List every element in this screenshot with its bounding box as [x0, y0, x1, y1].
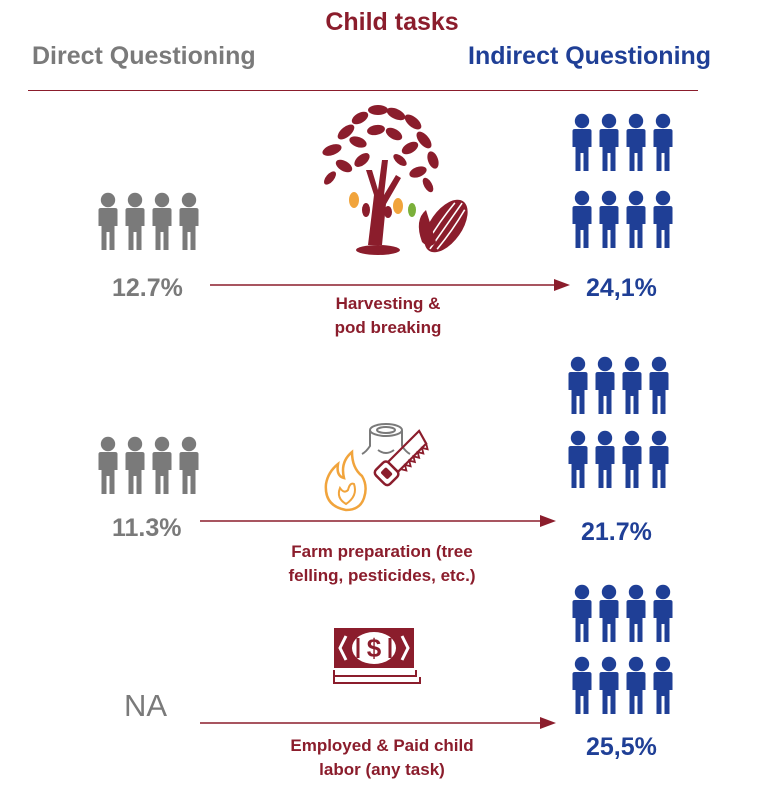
- row2-caption: Farm preparation (tree felling, pesticid…: [262, 540, 502, 588]
- people-group-icon: [571, 113, 675, 171]
- row1-indirect-value: 24,1%: [586, 274, 657, 302]
- people-group-icon: [567, 356, 671, 414]
- row2-caption-line2: felling, pesticides, etc.): [288, 566, 476, 585]
- row1-direct-value: 12.7%: [112, 274, 183, 302]
- row2-caption-line1: Farm preparation (tree: [291, 542, 473, 561]
- svg-text:$: $: [367, 633, 382, 663]
- row1-caption-line2: pod breaking: [334, 318, 442, 337]
- row2-arrow: [200, 515, 556, 527]
- diagram-title: Child tasks: [325, 8, 459, 36]
- people-group-icon: [571, 656, 675, 714]
- people-group-icon: [571, 190, 675, 248]
- people-group-icon: [567, 430, 671, 488]
- row3-arrow: [200, 717, 556, 729]
- row1-caption-line1: Harvesting &: [335, 294, 441, 313]
- people-group-icon: [571, 584, 675, 642]
- people-group-icon: [97, 192, 201, 250]
- row3-indirect-value: 25,5%: [586, 733, 657, 761]
- row3-caption: Employed & Paid child labor (any task): [272, 734, 492, 782]
- money-icon: $: [333, 628, 421, 684]
- cocoa-tree-icon: [322, 105, 468, 255]
- fire-stump-saw-icon: [324, 423, 429, 512]
- direct-questioning-header: Direct Questioning: [32, 42, 256, 70]
- row2-direct-value: 11.3%: [112, 514, 182, 542]
- header-divider: [28, 90, 698, 91]
- row1-caption: Harvesting & pod breaking: [290, 292, 486, 340]
- row3-caption-line1: Employed & Paid child: [290, 736, 474, 755]
- indirect-questioning-header: Indirect Questioning: [468, 42, 712, 70]
- row1-arrow: [210, 279, 570, 291]
- row2-indirect-value: 21.7%: [581, 518, 652, 546]
- row3-direct-value: NA: [124, 688, 168, 723]
- row3-caption-line2: labor (any task): [319, 760, 445, 779]
- people-group-icon: [97, 436, 201, 494]
